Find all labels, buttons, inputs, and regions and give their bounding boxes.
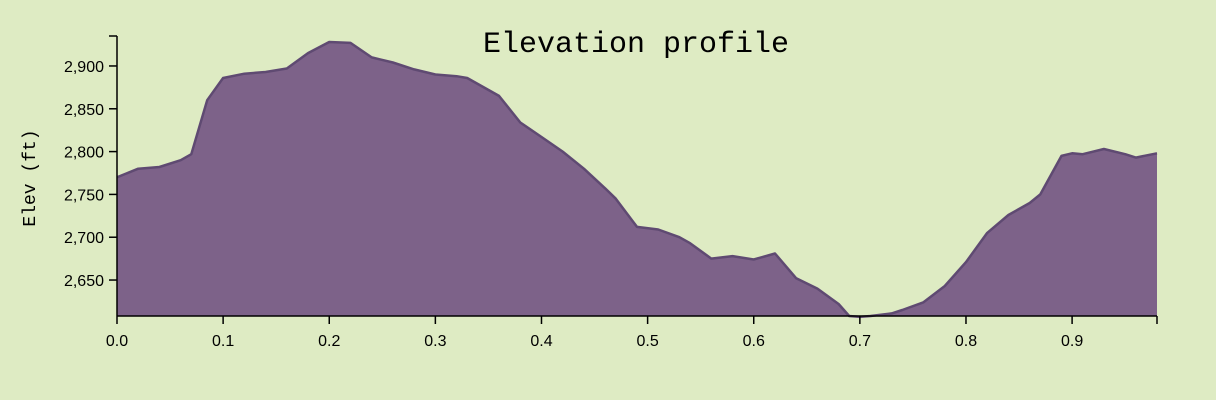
y-tick-label: 2,900 <box>64 59 104 76</box>
x-tick-label: 0.7 <box>849 333 871 350</box>
chart-title: Elevation profile <box>483 28 789 62</box>
axes-layer: 0.0 0.1 0.2 0.3 0.4 0.5 0.6 0.7 0.8 0.9 2,650 2,700… <box>64 35 1158 350</box>
x-tick-label: 0.9 <box>1061 333 1083 350</box>
y-tick-label: 2,750 <box>64 187 104 204</box>
y-axis-label: Elev (ft) <box>21 129 41 226</box>
x-tick-label: 0.1 <box>212 333 234 350</box>
y-tick-label: 2,800 <box>64 145 104 162</box>
x-tick-label: 0.8 <box>955 333 977 350</box>
x-tick-label: 0.6 <box>743 333 765 350</box>
x-tick-label: 0.0 <box>106 333 128 350</box>
y-tick-label: 2,700 <box>64 230 104 247</box>
area-layer <box>116 40 1158 319</box>
x-tick-label: 0.4 <box>530 333 552 350</box>
y-tick-label: 2,650 <box>64 273 104 290</box>
elevation-area <box>117 42 1157 317</box>
x-tick-label: 0.5 <box>636 333 658 350</box>
y-tick-label: 2,850 <box>64 102 104 119</box>
x-tick-label: 0.3 <box>424 333 446 350</box>
elevation-line <box>116 40 1158 319</box>
x-tick-label: 0.2 <box>318 333 340 350</box>
